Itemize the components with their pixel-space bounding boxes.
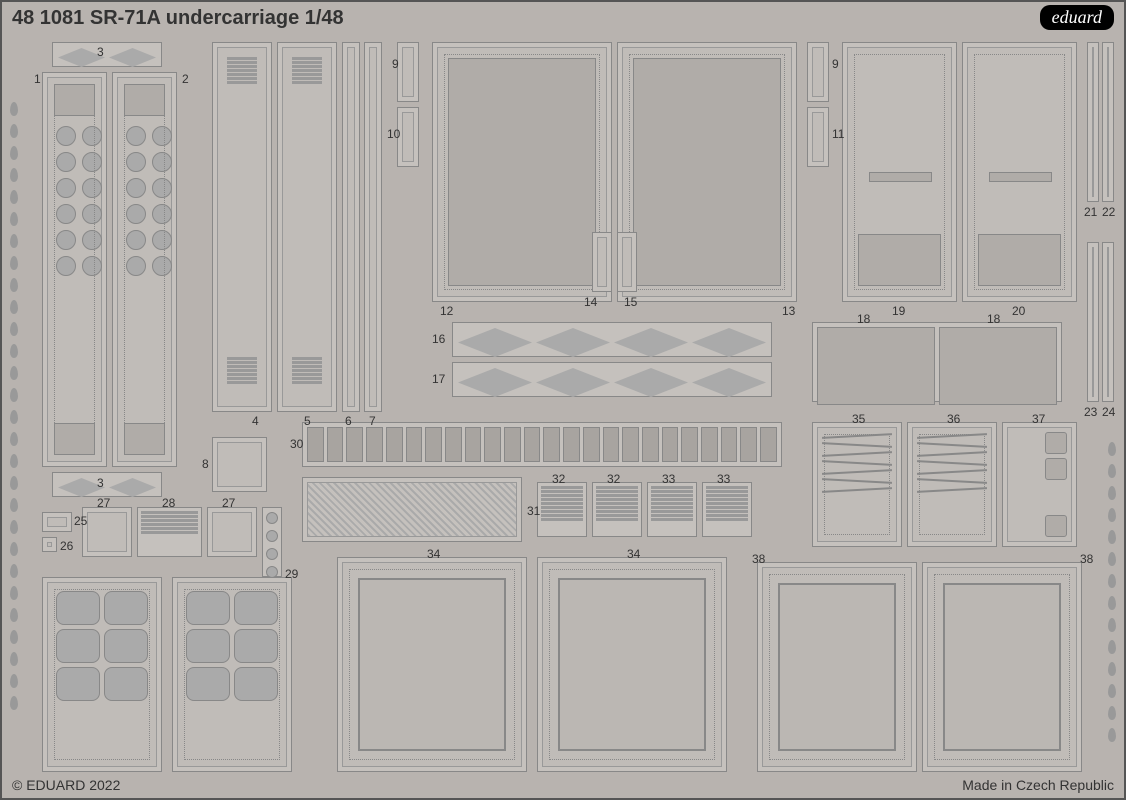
part-p19 [842,42,957,302]
part-p9a [397,42,419,102]
part-p30 [302,422,782,467]
part-p5 [277,42,337,412]
part-p33a [647,482,697,537]
part-p31 [302,477,522,542]
part-number-label: 32 [552,472,565,486]
part-p21 [1087,42,1099,202]
part-number-label: 37 [1032,412,1045,426]
brand-logo: eduard [1040,5,1114,30]
part-p4 [212,42,272,412]
part-number-label: 11 [832,127,844,141]
part-number-label: 19 [892,304,905,318]
part-number-label: 32 [607,472,620,486]
part-number-label: 6 [345,414,352,428]
part-p7 [364,42,382,412]
part-number-label: 26 [60,539,73,553]
part-number-label: 3 [97,476,104,490]
part-number-label: 34 [627,547,640,561]
part-number-label: 8 [202,457,209,471]
part-number-label: 38 [752,552,765,566]
part-p3a [52,42,162,67]
part-p15 [617,232,637,292]
part-number-label: 18 [857,312,870,326]
origin-text: Made in Czech Republic [962,777,1114,793]
part-number-label: 22 [1102,205,1115,219]
part-number-label: 36 [947,412,960,426]
part-p23 [1087,242,1099,402]
part-number-label: 9 [392,57,399,71]
part-p27a [82,507,132,557]
part-number-label: 35 [852,412,865,426]
part-number-label: 29 [285,567,298,581]
part-p14 [592,232,612,292]
part-number-label: 9 [832,57,839,71]
photoetch-fret: 48 1081 SR-71A undercarriage 1/48 eduard… [0,0,1126,800]
part-p13 [617,42,797,302]
part-number-label: 28 [162,496,175,510]
part-p28 [137,507,202,557]
part-number-label: 20 [1012,304,1025,318]
part-p26 [42,537,57,552]
part-number-label: 24 [1102,405,1115,419]
part-p6 [342,42,360,412]
part-number-label: 30 [290,437,303,451]
part-number-label: 34 [427,547,440,561]
part-p3b [52,472,162,497]
part-p32a [537,482,587,537]
part-number-label: 14 [584,295,597,309]
part-number-label: 12 [440,304,453,318]
part-p33b [702,482,752,537]
part-p25 [42,512,72,532]
part-p38a [757,562,917,772]
part-number-label: 3 [97,45,104,59]
part-p1 [42,72,107,467]
product-title: 48 1081 SR-71A undercarriage 1/48 [12,7,344,30]
part-p27b [207,507,257,557]
part-number-label: 10 [387,127,400,141]
part-number-label: 7 [369,414,376,428]
part-number-label: 15 [624,295,637,309]
part-number-label: 1 [34,72,41,86]
part-number-label: 27 [222,496,235,510]
part-p16 [452,322,772,357]
part-p9b [807,42,829,102]
part-number-label: 16 [432,332,445,346]
part-number-label: 21 [1084,205,1097,219]
part-p37 [1002,422,1077,547]
part-p12 [432,42,612,302]
part-p22 [1102,42,1114,202]
part-number-label: 25 [74,514,87,528]
part-p34a [337,557,527,772]
part-p36 [907,422,997,547]
part-pL1 [42,577,162,772]
part-p11 [807,107,829,167]
part-p34b [537,557,727,772]
part-number-label: 23 [1084,405,1097,419]
part-number-label: 31 [527,504,540,518]
part-number-label: 17 [432,372,445,386]
part-p20 [962,42,1077,302]
part-p38b [922,562,1082,772]
part-number-label: 18 [987,312,1000,326]
part-p18 [812,322,1062,402]
part-pL2 [172,577,292,772]
part-p17 [452,362,772,397]
part-number-label: 33 [662,472,675,486]
part-p35 [812,422,902,547]
part-number-label: 2 [182,72,189,86]
part-number-label: 4 [252,414,259,428]
part-number-label: 33 [717,472,730,486]
part-p32b [592,482,642,537]
edge-drops-right [1108,442,1116,742]
part-p8 [212,437,267,492]
part-p2 [112,72,177,467]
part-p24 [1102,242,1114,402]
edge-drops-left [10,102,18,710]
part-number-label: 38 [1080,552,1093,566]
part-p29 [262,507,282,577]
part-number-label: 27 [97,496,110,510]
copyright-text: © EDUARD 2022 [12,777,120,793]
part-number-label: 5 [304,414,311,428]
part-number-label: 13 [782,304,795,318]
